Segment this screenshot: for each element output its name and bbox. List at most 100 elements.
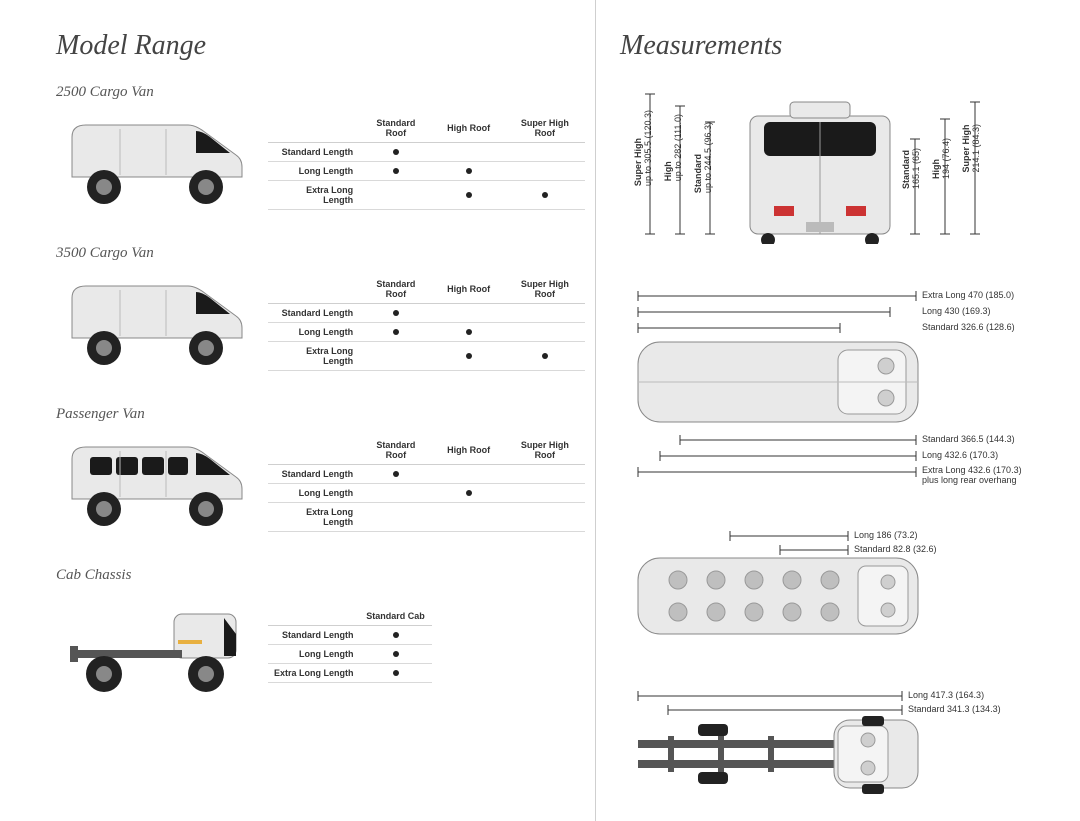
model-name: Passenger Van bbox=[56, 406, 585, 423]
matrix-row-header: Extra Long Length bbox=[268, 664, 360, 683]
matrix-cell bbox=[505, 162, 585, 181]
availability-dot-icon bbox=[466, 353, 472, 359]
matrix-cell bbox=[433, 323, 505, 342]
length-label: Extra Long 470 (185.0) bbox=[922, 290, 1014, 300]
availability-dot-icon bbox=[542, 192, 548, 198]
matrix-cell bbox=[433, 162, 505, 181]
matrix-row-header: Long Length bbox=[268, 645, 360, 664]
matrix-cell bbox=[433, 465, 505, 484]
matrix-cell bbox=[359, 143, 433, 162]
matrix-cell bbox=[359, 465, 433, 484]
matrix-row-header: Standard Length bbox=[268, 143, 359, 162]
matrix-cell bbox=[359, 304, 433, 323]
topdown-passenger-diagram: Long 186 (73.2) Standard 82.8 (32.6) bbox=[620, 524, 1060, 644]
matrix-cell bbox=[359, 323, 433, 342]
model-name: Cab Chassis bbox=[56, 567, 585, 584]
length-label: Long 186 (73.2) bbox=[854, 530, 918, 540]
matrix-cell bbox=[359, 181, 433, 210]
matrix-cell bbox=[505, 465, 585, 484]
vehicle-illustration bbox=[56, 107, 256, 217]
availability-dot-icon bbox=[393, 149, 399, 155]
matrix-cell bbox=[505, 484, 585, 503]
matrix-cell bbox=[433, 181, 505, 210]
availability-dot-icon bbox=[393, 168, 399, 174]
model-name: 3500 Cargo Van bbox=[56, 245, 585, 262]
length-label: Standard 82.8 (32.6) bbox=[854, 544, 937, 554]
length-label: Long 430 (169.3) bbox=[922, 306, 991, 316]
availability-matrix: Standard RoofHigh RoofSuper High Roof Sta… bbox=[268, 436, 585, 532]
matrix-col-header: High Roof bbox=[433, 436, 505, 465]
matrix-row-header: Long Length bbox=[268, 323, 359, 342]
matrix-cell bbox=[433, 503, 505, 532]
measurements-title: Measurements bbox=[620, 30, 1060, 62]
matrix-cell bbox=[505, 342, 585, 371]
availability-dot-icon bbox=[393, 310, 399, 316]
availability-matrix: Standard CabStandard LengthLong LengthEx… bbox=[268, 607, 432, 683]
length-label: Standard 366.5 (144.3) bbox=[922, 434, 1015, 444]
vehicle-illustration bbox=[56, 429, 256, 539]
height-label: Highup to 282 (111.0) bbox=[663, 114, 683, 181]
availability-dot-icon bbox=[393, 670, 399, 676]
height-label: High194 (76.4) bbox=[931, 138, 951, 179]
matrix-row-header: Extra Long Length bbox=[268, 181, 359, 210]
availability-dot-icon bbox=[393, 651, 399, 657]
matrix-cell bbox=[359, 162, 433, 181]
length-label: Long 417.3 (164.3) bbox=[908, 690, 984, 700]
model-block: Cab Chassis Standard CabStandard LengthL… bbox=[56, 567, 585, 700]
height-label: Super High214.1 (84.3) bbox=[961, 124, 981, 173]
matrix-col-header: Standard Roof bbox=[359, 275, 433, 304]
matrix-cell bbox=[505, 143, 585, 162]
topdown-cargo-diagram: Extra Long 470 (185.0) Long 430 (169.3) … bbox=[620, 284, 1060, 484]
matrix-cell bbox=[360, 664, 432, 683]
availability-dot-icon bbox=[542, 353, 548, 359]
availability-dot-icon bbox=[466, 329, 472, 335]
height-label: Standardup to 244.5 (96.3) bbox=[693, 122, 713, 193]
matrix-col-header: Super High Roof bbox=[505, 436, 585, 465]
availability-dot-icon bbox=[393, 329, 399, 335]
matrix-cell bbox=[505, 181, 585, 210]
matrix-row-header: Long Length bbox=[268, 484, 359, 503]
matrix-row-header: Long Length bbox=[268, 162, 359, 181]
matrix-col-header: Standard Roof bbox=[359, 436, 433, 465]
model-block: Passenger Van Standard RoofHigh RoofSupe… bbox=[56, 406, 585, 539]
model-name: 2500 Cargo Van bbox=[56, 84, 585, 101]
availability-dot-icon bbox=[466, 490, 472, 496]
availability-dot-icon bbox=[393, 632, 399, 638]
matrix-cell bbox=[433, 342, 505, 371]
availability-dot-icon bbox=[393, 471, 399, 477]
matrix-row-header: Standard Length bbox=[268, 626, 360, 645]
matrix-row-header: Standard Length bbox=[268, 304, 359, 323]
measurements-section: Measurements bbox=[596, 0, 1080, 821]
matrix-cell bbox=[433, 143, 505, 162]
matrix-row-header: Extra Long Length bbox=[268, 503, 359, 532]
matrix-cell bbox=[505, 323, 585, 342]
model-block: 2500 Cargo Van Standard RoofHigh RoofSup… bbox=[56, 84, 585, 217]
availability-dot-icon bbox=[466, 192, 472, 198]
matrix-cell bbox=[433, 304, 505, 323]
matrix-cell bbox=[359, 484, 433, 503]
length-label: Extra Long 432.6 (170.3)plus long rear o… bbox=[922, 466, 1022, 486]
matrix-col-header: Super High Roof bbox=[505, 275, 585, 304]
matrix-cell bbox=[433, 484, 505, 503]
matrix-col-header: High Roof bbox=[433, 275, 505, 304]
availability-matrix: Standard RoofHigh RoofSuper High RoofSta… bbox=[268, 114, 585, 210]
model-block: 3500 Cargo Van Standard RoofHigh RoofSup… bbox=[56, 245, 585, 378]
matrix-col-header: High Roof bbox=[433, 114, 505, 143]
matrix-row-header: Standard Length bbox=[268, 465, 359, 484]
matrix-cell bbox=[505, 304, 585, 323]
model-range-title: Model Range bbox=[56, 30, 585, 62]
rear-view-diagram: Super Highup to 305.5 (120.3) Highup to … bbox=[620, 84, 1060, 244]
matrix-row-header: Extra Long Length bbox=[268, 342, 359, 371]
matrix-cell bbox=[360, 645, 432, 664]
topdown-chassis-diagram: Long 417.3 (164.3) Standard 341.3 (134.3… bbox=[620, 684, 1060, 794]
matrix-cell bbox=[505, 503, 585, 532]
height-label: Standard165.1 (65) bbox=[901, 148, 921, 189]
matrix-col-header: Super High Roof bbox=[505, 114, 585, 143]
matrix-cell bbox=[359, 503, 433, 532]
length-label: Standard 326.6 (128.6) bbox=[922, 322, 1015, 332]
height-label: Super Highup to 305.5 (120.3) bbox=[633, 110, 653, 186]
model-range-section: Model Range 2500 Cargo Van Standard Roof… bbox=[0, 0, 596, 821]
length-label: Long 432.6 (170.3) bbox=[922, 450, 998, 460]
length-label: Standard 341.3 (134.3) bbox=[908, 704, 1001, 714]
matrix-cell bbox=[359, 342, 433, 371]
